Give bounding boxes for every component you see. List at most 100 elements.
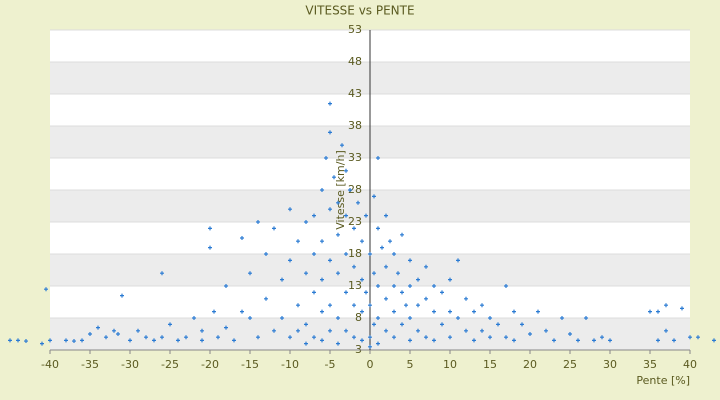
point [332,175,336,180]
point [304,322,308,327]
point [40,341,44,346]
point [472,309,476,314]
y-tick-label: 23 [348,215,362,228]
x-tick-label: 20 [523,358,537,371]
point [44,287,48,292]
point [364,213,368,218]
point [416,328,420,333]
point [248,316,252,320]
point [608,338,612,343]
point [208,245,212,250]
point [456,258,460,263]
x-tick-label: 5 [407,358,414,371]
point [304,341,308,346]
point [264,296,268,301]
point [352,226,356,231]
point [360,338,364,343]
y-tick-label: 48 [348,55,362,68]
point [368,252,372,256]
point [296,303,300,308]
point [512,338,516,343]
point [600,335,604,340]
point [344,328,348,333]
point [464,296,468,301]
point [320,188,324,192]
point [320,277,324,282]
point [656,338,660,343]
point [120,293,124,298]
y-tick-label: 28 [348,183,362,196]
point [136,328,140,333]
point [216,335,220,340]
point [372,271,376,276]
point [16,338,20,343]
point [312,252,316,256]
point [712,338,716,343]
point [392,252,396,256]
point [576,338,580,343]
point [304,271,308,276]
point [232,338,236,343]
point [384,328,388,333]
x-tick-label: -25 [161,358,179,371]
point [344,252,348,256]
point [688,335,692,340]
point [152,338,156,343]
point [296,239,300,244]
point [592,338,596,343]
point [432,309,436,314]
point [360,239,364,244]
point [328,101,332,106]
x-axis-label: Pente [%] [636,374,690,387]
point [96,325,100,330]
point [312,213,316,218]
point [288,258,292,263]
point [112,328,116,333]
point [472,338,476,343]
point [432,338,436,343]
point [384,264,388,269]
point [264,252,268,256]
chart-title: VITESSE vs PENTE [305,4,414,18]
point [384,213,388,218]
point [128,338,132,343]
x-tick-label: -15 [241,358,259,371]
x-tick-label: 40 [683,358,697,371]
point [344,168,348,173]
point [360,309,364,314]
point [72,339,76,344]
point [336,200,340,205]
point [320,239,324,244]
point [336,232,340,237]
point [448,277,452,282]
y-tick-label: 38 [348,119,362,132]
point [104,335,108,340]
y-tick-label: 53 [348,23,362,36]
point [528,332,532,336]
point [208,226,212,231]
x-tick-label: -5 [325,358,336,371]
point [344,290,348,295]
point [288,207,292,212]
point [340,143,344,148]
point [400,232,404,237]
point [336,341,340,346]
point [656,309,660,314]
point [432,284,436,288]
point [168,322,172,327]
point [352,335,356,340]
point [664,328,668,333]
point [396,271,400,276]
x-tick-label: 10 [443,358,457,371]
point [320,338,324,343]
y-tick-label: 18 [348,247,362,260]
point [376,316,380,320]
x-tick-label: 30 [603,358,617,371]
point [312,335,316,340]
point [400,322,404,327]
point [376,284,380,288]
point [160,335,164,340]
point [184,335,188,340]
point [376,156,380,160]
